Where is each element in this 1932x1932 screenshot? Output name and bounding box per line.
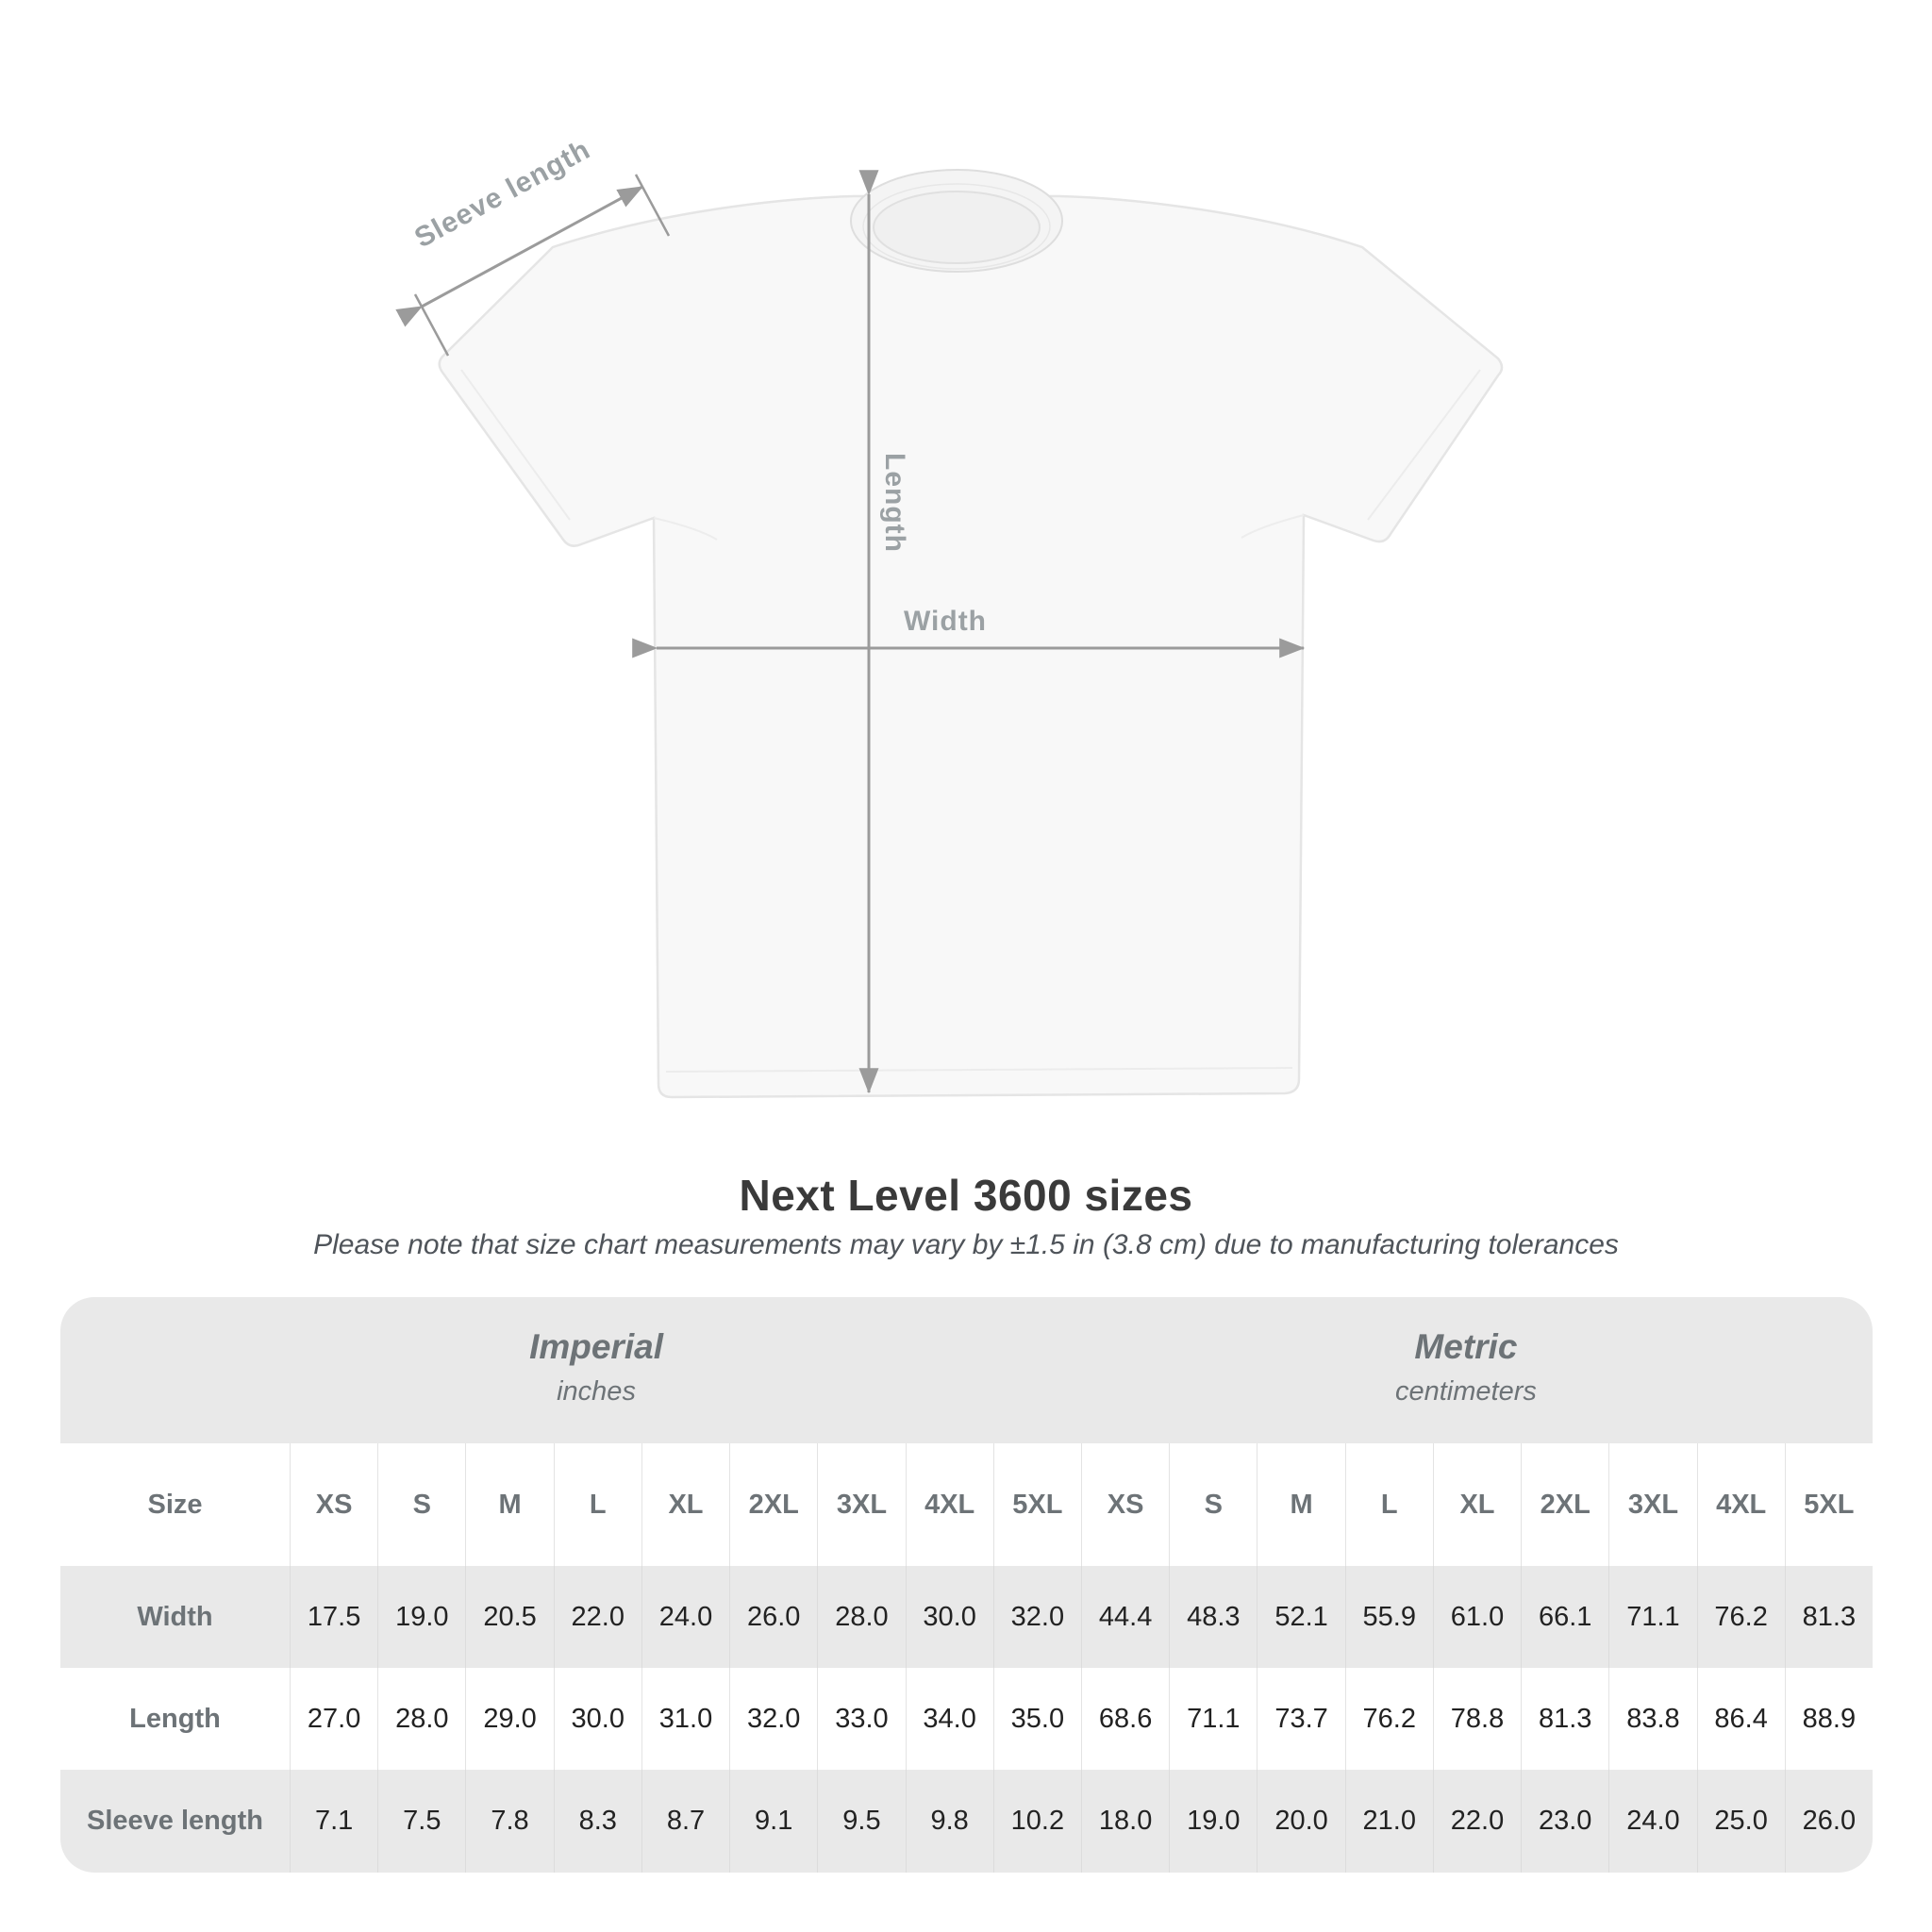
table-cell: 32.0 xyxy=(992,1566,1081,1668)
table-cell: 44.4 xyxy=(1080,1566,1169,1668)
col-header: XL xyxy=(641,1443,730,1566)
table-cell: 76.2 xyxy=(1344,1668,1433,1770)
table-cell: 22.0 xyxy=(1432,1770,1521,1873)
table-cell: 30.0 xyxy=(905,1566,993,1668)
table-cell: 17.5 xyxy=(290,1566,377,1668)
table-cell: 28.0 xyxy=(377,1668,466,1770)
table-cell: 61.0 xyxy=(1432,1566,1521,1668)
row-label-width: Width xyxy=(137,1601,213,1632)
unit-header-band: Imperial inches Metric centimeters xyxy=(60,1297,1873,1443)
metric-unit: centimeters xyxy=(1394,1375,1537,1407)
table-cell: 21.0 xyxy=(1344,1770,1433,1873)
table-cell: 73.7 xyxy=(1257,1668,1345,1770)
metric-label: Metric xyxy=(1414,1326,1518,1366)
table-cell: 71.1 xyxy=(1608,1566,1696,1668)
table-cell: 28.0 xyxy=(817,1566,905,1668)
col-header: 5XL xyxy=(1784,1443,1873,1566)
table-cell: 25.0 xyxy=(1696,1770,1785,1873)
table-cell: 22.0 xyxy=(553,1566,641,1668)
table-cell: 9.8 xyxy=(905,1770,993,1873)
tolerance-note: Please note that size chart measurements… xyxy=(313,1229,1619,1260)
row-label-sleeve-length: Sleeve length xyxy=(87,1806,263,1836)
width-label: Width xyxy=(903,606,988,637)
table-cell: 48.3 xyxy=(1169,1566,1257,1668)
col-header: 2XL xyxy=(1521,1443,1609,1566)
imperial-unit: inches xyxy=(557,1375,636,1407)
table-cell: 23.0 xyxy=(1521,1770,1608,1873)
table-cell: 27.0 xyxy=(290,1668,378,1770)
col-header: XL xyxy=(1432,1443,1522,1566)
col-header: 2XL xyxy=(729,1443,818,1566)
col-header: 5XL xyxy=(992,1443,1081,1566)
page-title: Next Level 3600 sizes xyxy=(739,1171,1193,1220)
table-cell: 32.0 xyxy=(729,1668,818,1770)
metric-section-header: Metric centimeters xyxy=(1395,1327,1537,1407)
col-header: XS xyxy=(1080,1443,1170,1566)
col-header: 4XL xyxy=(905,1443,993,1566)
table-cell: 29.0 xyxy=(465,1668,554,1770)
table-cell: 55.9 xyxy=(1344,1566,1433,1668)
table-cell: 81.3 xyxy=(1521,1668,1609,1770)
table-cell: 30.0 xyxy=(553,1668,641,1770)
sleeve-arrow-tick-start xyxy=(413,293,450,357)
table-cell: 10.2 xyxy=(992,1770,1081,1873)
col-header: XS xyxy=(290,1443,378,1566)
col-header: 3XL xyxy=(817,1443,906,1566)
table-cell: 83.8 xyxy=(1608,1668,1697,1770)
size-table: Imperial inches Metric centimeters Size … xyxy=(60,1297,1873,1873)
table-cell: 76.2 xyxy=(1696,1566,1785,1668)
table-cell: 20.0 xyxy=(1257,1770,1344,1873)
table-cell: 88.9 xyxy=(1784,1668,1873,1770)
table-cell: 35.0 xyxy=(992,1668,1081,1770)
imperial-label: Imperial xyxy=(529,1326,663,1366)
table-cell: 19.0 xyxy=(1169,1770,1257,1873)
table-cell: 34.0 xyxy=(905,1668,993,1770)
table-cell: 26.0 xyxy=(1784,1770,1873,1873)
collar-graphic xyxy=(850,169,1063,273)
size-grid: Size XS S M L XL 2XL 3XL 4XL 5XL XS S M … xyxy=(60,1443,1873,1873)
table-cell: 18.0 xyxy=(1080,1770,1169,1873)
table-cell: 8.7 xyxy=(641,1770,729,1873)
table-cell: 31.0 xyxy=(641,1668,730,1770)
table-cell: 9.1 xyxy=(729,1770,817,1873)
table-cell: 68.6 xyxy=(1080,1668,1170,1770)
col-header: 4XL xyxy=(1696,1443,1785,1566)
col-header: 3XL xyxy=(1608,1443,1697,1566)
sleeve-arrow-tick-end xyxy=(634,174,671,237)
table-cell: 86.4 xyxy=(1696,1668,1785,1770)
col-header: L xyxy=(553,1443,641,1566)
table-cell: 33.0 xyxy=(817,1668,906,1770)
row-label-length: Length xyxy=(60,1668,290,1770)
col-header: S xyxy=(377,1443,466,1566)
table-cell: 52.1 xyxy=(1257,1566,1344,1668)
table-cell: 78.8 xyxy=(1432,1668,1522,1770)
col-header-size: Size xyxy=(60,1443,290,1566)
sleeve-length-arrow xyxy=(395,185,644,327)
table-cell: 19.0 xyxy=(377,1566,465,1668)
table-cell: 71.1 xyxy=(1169,1668,1257,1770)
table-cell: 7.8 xyxy=(465,1770,553,1873)
table-cell: 9.5 xyxy=(817,1770,905,1873)
table-cell: 81.3 xyxy=(1784,1566,1873,1668)
col-header: M xyxy=(1257,1443,1345,1566)
table-cell: 66.1 xyxy=(1521,1566,1608,1668)
table-cell: 20.5 xyxy=(465,1566,553,1668)
table-cell: 8.3 xyxy=(553,1770,641,1873)
imperial-section-header: Imperial inches xyxy=(529,1327,663,1407)
table-cell: 24.0 xyxy=(641,1566,729,1668)
col-header: M xyxy=(465,1443,554,1566)
table-cell: 7.1 xyxy=(290,1770,377,1873)
table-cell: 26.0 xyxy=(729,1566,817,1668)
col-header: L xyxy=(1344,1443,1433,1566)
table-cell: 24.0 xyxy=(1608,1770,1696,1873)
length-label: Length xyxy=(879,453,910,553)
table-cell: 7.5 xyxy=(377,1770,465,1873)
col-header: S xyxy=(1169,1443,1257,1566)
